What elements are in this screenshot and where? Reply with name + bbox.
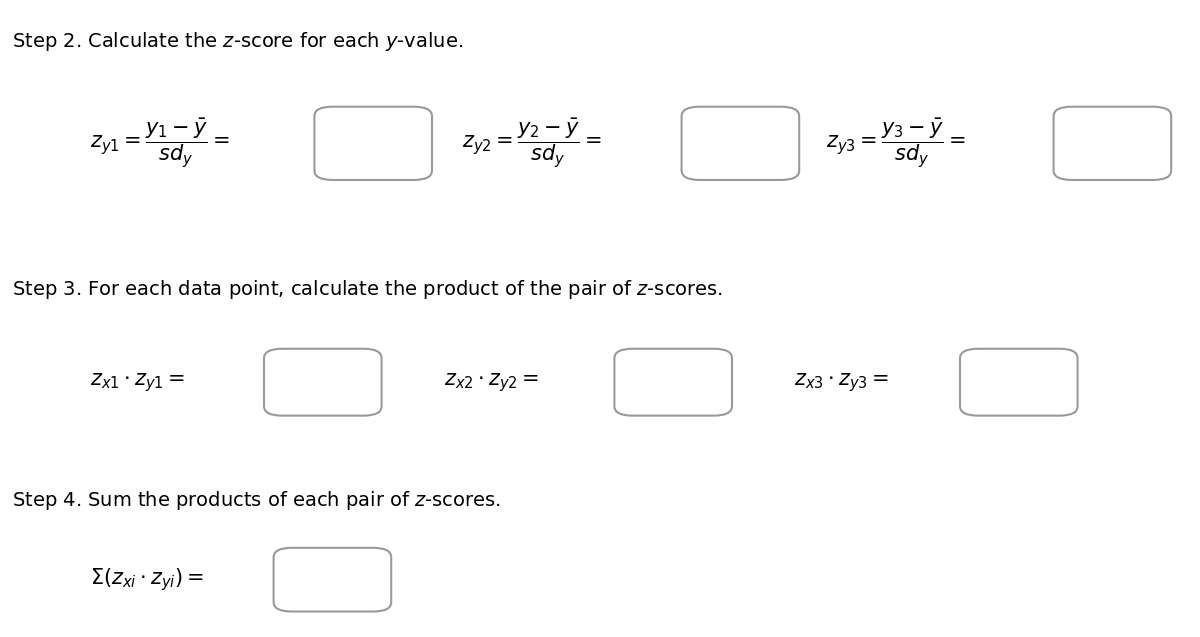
Text: $z_{y2} = \dfrac{y_2 - \bar{y}}{sd_y} = $: $z_{y2} = \dfrac{y_2 - \bar{y}}{sd_y} = … <box>462 117 601 170</box>
FancyBboxPatch shape <box>264 349 382 415</box>
Text: $z_{x3} \cdot z_{y3} = $: $z_{x3} \cdot z_{y3} = $ <box>794 371 889 394</box>
Text: $\Sigma(z_{xi} \cdot z_{yi}) = $: $\Sigma(z_{xi} \cdot z_{yi}) = $ <box>90 566 204 593</box>
Text: $z_{x2} \cdot z_{y2} = $: $z_{x2} \cdot z_{y2} = $ <box>444 371 539 394</box>
Text: $z_{y3} = \dfrac{y_3 - \bar{y}}{sd_y} = $: $z_{y3} = \dfrac{y_3 - \bar{y}}{sd_y} = … <box>826 117 965 170</box>
Text: Step 3. For each data point, calculate the product of the pair of $z$-scores.: Step 3. For each data point, calculate t… <box>12 278 722 301</box>
FancyBboxPatch shape <box>614 349 732 415</box>
FancyBboxPatch shape <box>274 548 391 612</box>
FancyBboxPatch shape <box>1054 106 1171 180</box>
FancyBboxPatch shape <box>960 349 1078 415</box>
Text: Step 4. Sum the products of each pair of $z$-scores.: Step 4. Sum the products of each pair of… <box>12 489 500 512</box>
Text: Step 2. Calculate the $z$-score for each $y$-value.: Step 2. Calculate the $z$-score for each… <box>12 30 463 53</box>
FancyBboxPatch shape <box>314 106 432 180</box>
Text: $z_{x1} \cdot z_{y1} = $: $z_{x1} \cdot z_{y1} = $ <box>90 371 185 394</box>
Text: $z_{y1} = \dfrac{y_1 - \bar{y}}{sd_y} = $: $z_{y1} = \dfrac{y_1 - \bar{y}}{sd_y} = … <box>90 117 229 170</box>
FancyBboxPatch shape <box>682 106 799 180</box>
